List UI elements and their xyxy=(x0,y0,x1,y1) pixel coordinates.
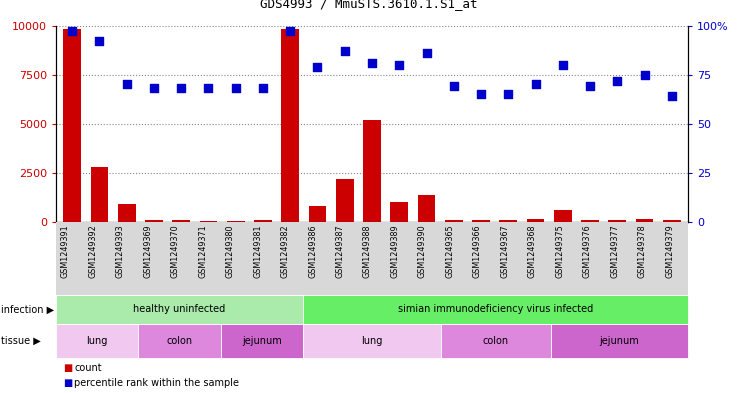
Text: GSM1249371: GSM1249371 xyxy=(198,224,207,277)
Text: count: count xyxy=(74,363,102,373)
Bar xyxy=(445,220,463,222)
Text: GSM1249392: GSM1249392 xyxy=(88,224,97,278)
Text: GSM1249365: GSM1249365 xyxy=(446,224,455,277)
Text: jejunum: jejunum xyxy=(600,336,639,346)
Bar xyxy=(227,220,245,222)
Point xyxy=(420,50,432,56)
Bar xyxy=(91,167,109,222)
Bar xyxy=(281,29,299,222)
Text: GSM1249388: GSM1249388 xyxy=(363,224,372,277)
Text: GSM1249368: GSM1249368 xyxy=(528,224,537,277)
Point xyxy=(284,28,296,35)
Bar xyxy=(63,29,81,222)
Bar xyxy=(499,220,517,222)
Bar xyxy=(472,220,490,222)
Point xyxy=(612,77,623,84)
Bar xyxy=(173,220,190,222)
Text: GSM1249378: GSM1249378 xyxy=(638,224,647,277)
Point xyxy=(448,83,460,90)
Point xyxy=(638,72,650,78)
Point xyxy=(557,62,568,68)
Point xyxy=(257,85,269,92)
Point xyxy=(339,48,350,54)
Bar xyxy=(391,202,408,222)
Point xyxy=(202,85,214,92)
Point xyxy=(230,85,242,92)
Text: GSM1249389: GSM1249389 xyxy=(391,224,400,277)
Text: GSM1249375: GSM1249375 xyxy=(556,224,565,278)
Text: GSM1249390: GSM1249390 xyxy=(418,224,427,277)
Text: ■: ■ xyxy=(63,363,72,373)
Point xyxy=(584,83,596,90)
Point xyxy=(394,62,405,68)
Point xyxy=(530,81,542,88)
Point xyxy=(502,91,514,97)
Text: GSM1249370: GSM1249370 xyxy=(170,224,179,277)
Text: jejunum: jejunum xyxy=(242,336,282,346)
Text: GDS4993 / MmuSTS.3610.1.S1_at: GDS4993 / MmuSTS.3610.1.S1_at xyxy=(260,0,478,10)
Text: GSM1249377: GSM1249377 xyxy=(611,224,620,278)
Bar xyxy=(554,210,571,222)
Point xyxy=(312,64,324,70)
Text: GSM1249379: GSM1249379 xyxy=(665,224,675,278)
Point xyxy=(66,28,78,35)
Bar xyxy=(527,219,545,222)
Text: tissue ▶: tissue ▶ xyxy=(1,336,41,346)
Bar xyxy=(118,204,135,222)
Text: percentile rank within the sample: percentile rank within the sample xyxy=(74,378,240,388)
Bar xyxy=(635,219,653,222)
Text: GSM1249391: GSM1249391 xyxy=(60,224,69,277)
Point xyxy=(94,38,106,44)
Text: lung: lung xyxy=(362,336,382,346)
Text: colon: colon xyxy=(483,336,509,346)
Text: lung: lung xyxy=(86,336,108,346)
Bar xyxy=(199,221,217,222)
Bar xyxy=(336,179,353,222)
Text: healthy uninfected: healthy uninfected xyxy=(133,305,225,314)
Bar xyxy=(254,220,272,222)
Text: GSM1249369: GSM1249369 xyxy=(143,224,152,277)
Bar xyxy=(663,220,681,222)
Text: GSM1249366: GSM1249366 xyxy=(473,224,482,277)
Bar xyxy=(309,206,327,222)
Bar xyxy=(609,220,626,222)
Text: GSM1249387: GSM1249387 xyxy=(336,224,344,277)
Bar xyxy=(581,220,599,222)
Point xyxy=(666,93,678,99)
Text: GSM1249386: GSM1249386 xyxy=(308,224,317,277)
Bar xyxy=(145,220,163,222)
Bar xyxy=(417,195,435,222)
Text: ■: ■ xyxy=(63,378,72,388)
Point xyxy=(366,60,378,66)
Text: GSM1249382: GSM1249382 xyxy=(280,224,289,277)
Text: infection ▶: infection ▶ xyxy=(1,305,54,314)
Text: GSM1249367: GSM1249367 xyxy=(501,224,510,277)
Text: GSM1249376: GSM1249376 xyxy=(583,224,592,277)
Point xyxy=(176,85,187,92)
Text: GSM1249393: GSM1249393 xyxy=(115,224,124,277)
Text: GSM1249380: GSM1249380 xyxy=(225,224,234,277)
Point xyxy=(475,91,487,97)
Text: simian immunodeficiency virus infected: simian immunodeficiency virus infected xyxy=(398,305,594,314)
Text: GSM1249381: GSM1249381 xyxy=(253,224,262,277)
Bar xyxy=(363,120,381,222)
Text: colon: colon xyxy=(167,336,193,346)
Point xyxy=(121,81,132,88)
Point xyxy=(148,85,160,92)
